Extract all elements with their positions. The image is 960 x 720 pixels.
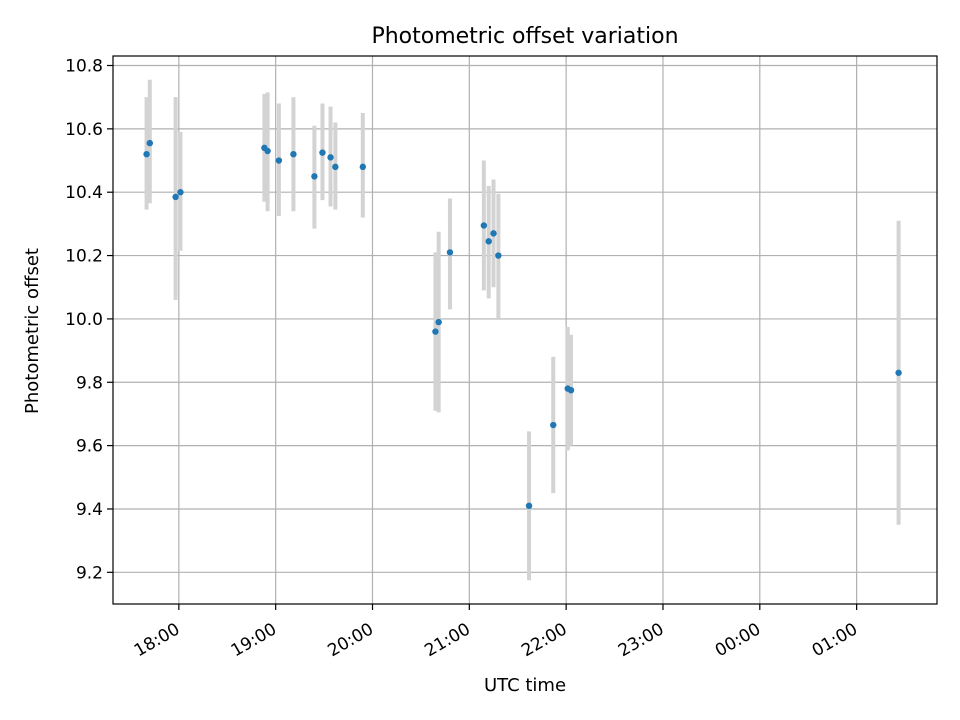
data-point [567,386,575,394]
y-tick-label: 10.8 [65,57,103,77]
data-point [332,163,339,171]
data-point [895,369,902,376]
data-point [525,502,533,510]
y-tick-label: 10.2 [65,247,103,267]
data-point [143,150,150,158]
x-axis-label: UTC time [484,675,566,696]
data-point [290,150,297,158]
data-point [359,163,367,171]
data-point [495,252,502,259]
y-tick-label: 10.6 [65,120,103,140]
data-point [311,173,318,180]
y-tick-label: 10.4 [65,183,103,203]
y-tick-label: 9.2 [76,563,103,583]
plot-frame [112,55,938,605]
y-tick-label: 9.6 [76,437,103,457]
data-point [327,154,334,161]
data-point [446,249,454,256]
data-point [177,189,184,196]
data-point [550,421,557,429]
data-point [480,222,488,229]
y-axis-label: Photometric offset [22,248,43,414]
grid [113,56,937,604]
data-points [143,139,902,510]
y-tick-label: 9.4 [76,500,103,520]
data-point [490,230,497,237]
y-tick-label: 9.8 [76,373,103,393]
data-point [275,157,283,164]
chart-title: Photometric offset variation [371,24,678,49]
data-point [172,193,179,201]
data-point [435,318,442,326]
data-point [485,238,492,245]
y-tick-label: 10.0 [65,310,103,330]
y-axis-ticks: 9.2 9.4 9.6 9.8 10.0 10.2 10.4 10.6 10.8 [65,57,113,583]
data-point [264,147,271,155]
data-point [146,139,153,147]
data-point [319,149,326,156]
data-point [432,328,439,335]
